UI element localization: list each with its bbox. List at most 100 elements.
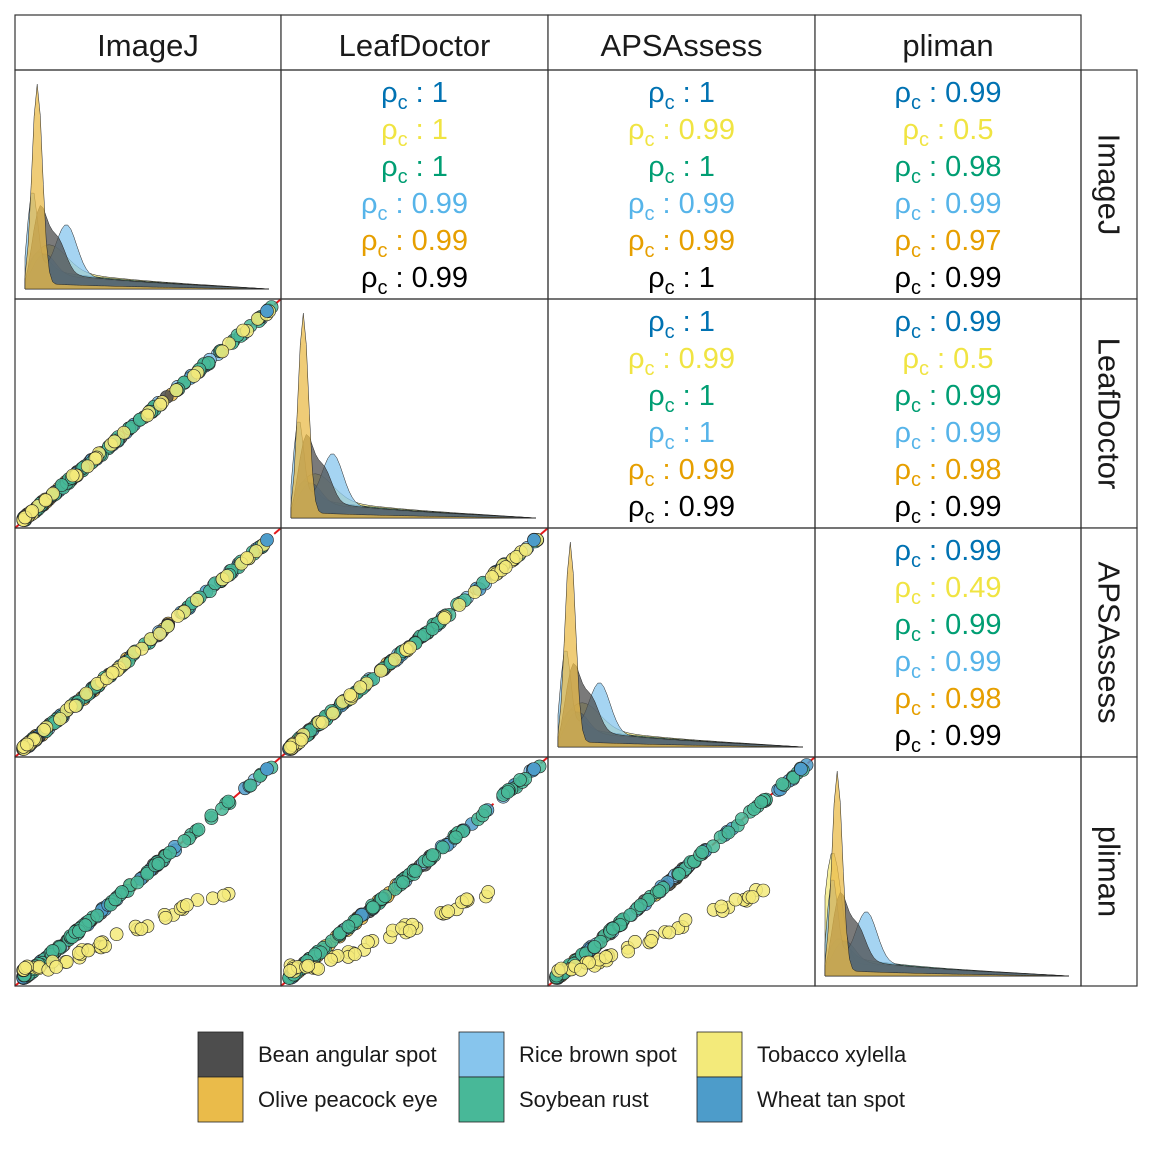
panel-bg-leafdoctor-apsassess bbox=[548, 299, 815, 528]
point-tobacco-xylella bbox=[93, 936, 108, 950]
point-soybean-rust bbox=[775, 777, 790, 791]
point-tobacco-xylella bbox=[714, 899, 729, 914]
density-olive-peacock-eye bbox=[824, 770, 1070, 977]
point-tobacco-xylella bbox=[107, 434, 122, 449]
point-tobacco-xylella bbox=[554, 961, 569, 976]
correlation-value-soybean-rust: ρc : 1 bbox=[648, 380, 715, 417]
panel-bg-leafdoctor-pliman bbox=[815, 299, 1081, 528]
point-tobacco-xylella bbox=[180, 898, 194, 912]
point-soybean-rust bbox=[54, 478, 69, 492]
panel-bg-imagej-apsassess bbox=[548, 70, 815, 299]
legend-label-olive-peacock-eye: Olive peacock eye bbox=[258, 1087, 438, 1112]
point-tobacco-xylella bbox=[459, 892, 474, 907]
point-tobacco-xylella bbox=[283, 964, 297, 978]
point-tobacco-xylella bbox=[158, 910, 173, 925]
point-soybean-rust bbox=[90, 908, 105, 923]
point-tobacco-xylella bbox=[348, 947, 362, 962]
correlation-value-wheat-tan-spot: ρc : 0.99 bbox=[894, 535, 1001, 572]
correlation-value-wheat-tan-spot: ρc : 1 bbox=[648, 77, 715, 114]
column-strip-pliman bbox=[814, 14, 1082, 71]
point-tobacco-xylella bbox=[441, 904, 456, 919]
point-tobacco-xylella bbox=[18, 961, 32, 975]
point-soybean-rust bbox=[734, 812, 749, 826]
row-strip-pliman bbox=[1080, 756, 1138, 987]
point-soybean-rust bbox=[587, 940, 602, 954]
legend-label-soybean-rust: Soybean rust bbox=[519, 1087, 649, 1112]
point-tobacco-xylella bbox=[153, 626, 167, 641]
point-wheat-tan-spot bbox=[260, 762, 274, 776]
point-soybean-rust bbox=[425, 622, 440, 636]
density-olive-peacock-eye bbox=[557, 541, 804, 748]
point-tobacco-xylella bbox=[171, 609, 185, 623]
correlation-value-rice-brown-spot: ρc : 0.99 bbox=[894, 188, 1001, 225]
correlation-value-tobacco-xylella: ρc : 0.5 bbox=[903, 114, 994, 151]
correlation-value-tobacco-xylella: ρc : 0.5 bbox=[903, 343, 994, 380]
point-tobacco-xylella bbox=[190, 592, 204, 607]
scatter-panel-leafdoctor-imagej bbox=[14, 298, 282, 529]
point-soybean-rust bbox=[163, 845, 177, 860]
point-soybean-rust bbox=[606, 921, 620, 936]
column-label-imagej: ImageJ bbox=[97, 28, 199, 63]
correlation-value-olive-peacock-eye: ρc : 0.99 bbox=[628, 454, 735, 491]
point-tobacco-xylella bbox=[37, 723, 51, 737]
correlation-value-rice-brown-spot: ρc : 1 bbox=[648, 417, 715, 454]
point-tobacco-xylella bbox=[481, 885, 496, 899]
point-tobacco-xylella bbox=[315, 715, 330, 730]
density-panel-apsassess bbox=[557, 541, 804, 748]
point-tobacco-xylella bbox=[217, 888, 231, 903]
correlation-value-olive-peacock-eye: ρc : 0.99 bbox=[361, 225, 468, 262]
point-tobacco-xylella bbox=[240, 551, 254, 565]
row-label-leafdoctor: LeafDoctor bbox=[1092, 338, 1127, 490]
point-soybean-rust bbox=[501, 785, 515, 799]
density-panel-imagej bbox=[24, 83, 270, 290]
point-tobacco-xylella bbox=[519, 542, 533, 557]
correlation-value-tobacco-xylella: ρc : 0.99 bbox=[628, 114, 735, 151]
point-wheat-tan-spot bbox=[794, 762, 808, 776]
correlation-value-tobacco-xylella: ρc : 1 bbox=[381, 114, 448, 151]
point-soybean-rust bbox=[221, 794, 236, 809]
point-soybean-rust bbox=[396, 875, 410, 890]
point-tobacco-xylella bbox=[68, 699, 83, 713]
row-label-imagej: ImageJ bbox=[1092, 134, 1127, 236]
point-tobacco-xylella bbox=[728, 892, 743, 907]
point-soybean-rust bbox=[78, 918, 93, 933]
correlation-value-olive-peacock-eye: ρc : 0.99 bbox=[628, 225, 735, 262]
point-tobacco-xylella bbox=[79, 686, 93, 701]
correlation-value-bean-angular-spot: ρc : 0.99 bbox=[894, 262, 1001, 299]
row-strip-imagej bbox=[1080, 69, 1138, 300]
point-tobacco-xylella bbox=[294, 732, 309, 747]
point-tobacco-xylella bbox=[644, 934, 659, 948]
legend-key-wheat-tan-spot bbox=[696, 1076, 743, 1123]
point-tobacco-xylella bbox=[343, 688, 358, 702]
point-tobacco-xylella bbox=[38, 493, 53, 508]
correlation-value-olive-peacock-eye: ρc : 0.98 bbox=[894, 683, 1001, 720]
point-tobacco-xylella bbox=[467, 585, 482, 599]
point-soybean-rust bbox=[115, 885, 129, 899]
legend-key-rice-brown-spot bbox=[458, 1031, 505, 1078]
point-tobacco-xylella bbox=[325, 706, 340, 721]
correlation-value-soybean-rust: ρc : 0.99 bbox=[894, 609, 1001, 646]
point-soybean-rust bbox=[151, 856, 166, 871]
point-soybean-rust bbox=[786, 770, 801, 785]
correlation-value-tobacco-xylella: ρc : 0.49 bbox=[894, 572, 1001, 609]
point-tobacco-xylella bbox=[169, 383, 184, 397]
point-tobacco-xylella bbox=[134, 922, 149, 936]
column-strip-apsassess bbox=[547, 14, 816, 71]
row-label-apsassess: APSAssess bbox=[1092, 562, 1127, 724]
point-soybean-rust bbox=[706, 839, 720, 854]
panel-bg-imagej-leafdoctor bbox=[281, 70, 548, 299]
point-wheat-tan-spot bbox=[260, 304, 274, 318]
point-tobacco-xylella bbox=[509, 550, 524, 564]
row-label-pliman: pliman bbox=[1092, 826, 1127, 917]
point-tobacco-xylella bbox=[65, 468, 80, 483]
correlation-value-soybean-rust: ρc : 1 bbox=[381, 151, 448, 188]
point-soybean-rust bbox=[721, 825, 736, 840]
point-soybean-rust bbox=[478, 804, 493, 818]
correlation-value-olive-peacock-eye: ρc : 0.97 bbox=[894, 225, 1001, 262]
point-soybean-rust bbox=[341, 919, 356, 934]
point-tobacco-xylella bbox=[361, 935, 375, 950]
